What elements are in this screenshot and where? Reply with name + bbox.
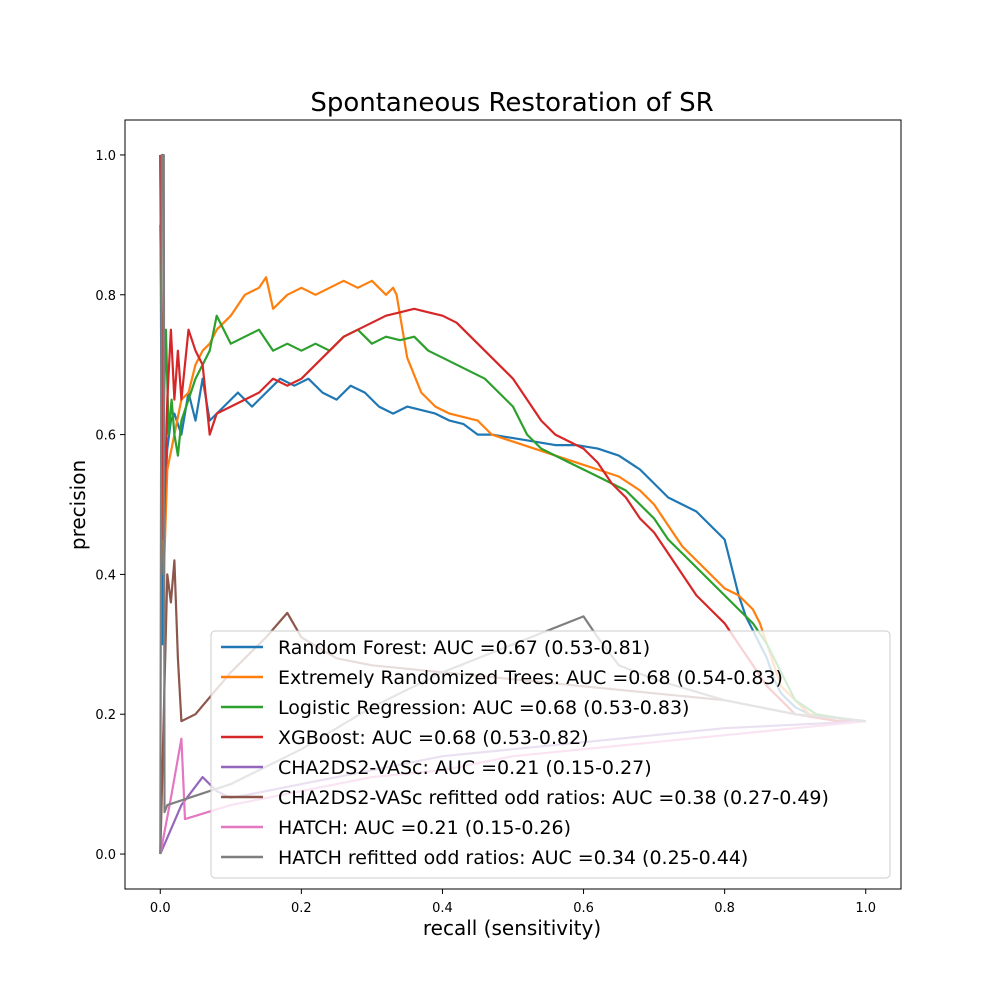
y-tick-label: 0.4 [95,568,116,583]
y-tick-label: 0.8 [95,289,116,304]
legend-label-3: XGBoost: AUC =0.68 (0.53-0.82) [278,727,589,749]
y-tick-label: 0.6 [95,429,116,444]
x-tick-label: 0.0 [150,901,171,916]
y-axis-label: precision [66,460,90,550]
y-tick-label: 0.0 [95,848,116,863]
series-line-1 [159,154,866,723]
legend-label-1: Extremely Randomized Trees: AUC =0.68 (0… [278,667,783,689]
x-axis: 0.0 0.2 0.4 0.6 0.8 1.0 [150,889,876,916]
legend-label-4: CHA2DS2-VASc: AUC =0.21 (0.15-0.27) [278,757,652,779]
legend-label-7: HATCH refitted odd ratios: AUC =0.34 (0.… [278,847,748,869]
x-tick-label: 0.4 [432,901,453,916]
x-tick-label: 0.6 [573,901,594,916]
chart-title: Spontaneous Restoration of SR [310,88,713,118]
x-tick-label: 1.0 [855,901,876,916]
y-tick-label: 1.0 [95,149,116,164]
legend-label-5: CHA2DS2-VASc refitted odd ratios: AUC =0… [278,787,829,809]
legend-box [210,630,891,879]
y-tick-label: 0.2 [95,708,116,723]
series-line-3 [159,154,866,723]
legend: Random Forest: AUC =0.67 (0.53-0.81) Extr… [210,630,891,879]
x-axis-label: recall (sensitivity) [423,916,601,940]
legend-label-2: Logistic Regression: AUC =0.68 (0.53-0.8… [278,697,689,719]
series-line-2 [159,224,866,723]
x-tick-label: 0.2 [291,901,312,916]
y-axis: 0.0 0.2 0.4 0.6 0.8 1.0 [95,149,125,863]
legend-label-6: HATCH: AUC =0.21 (0.15-0.26) [278,817,571,839]
plot-area-frame [124,119,902,890]
legend-label-0: Random Forest: AUC =0.67 (0.53-0.81) [278,637,650,659]
x-tick-label: 0.8 [714,901,735,916]
